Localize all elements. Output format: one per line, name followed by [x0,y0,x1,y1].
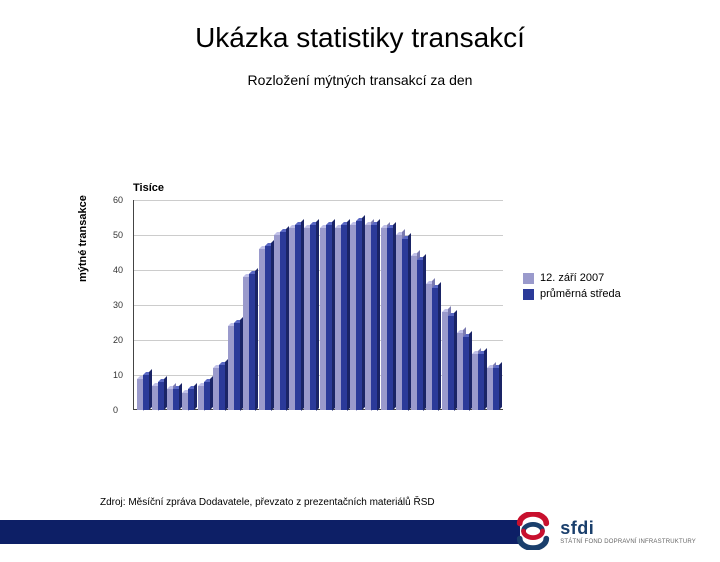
bar-pair [426,284,438,410]
legend-swatch-0 [523,273,534,284]
bar-pair [472,354,484,410]
bar-pair [274,232,286,411]
bar-pair [365,225,377,411]
bar-pair [289,225,301,411]
logo-sub: STÁTNÍ FOND DOPRAVNÍ INFRASTRUKTURY [560,539,696,545]
logo-mark-icon [514,512,552,550]
bar-pair [243,274,255,411]
bar-series-1 [310,225,316,411]
bar-series-1 [158,382,164,410]
legend-swatch-1 [523,289,534,300]
bar-pair [304,225,316,411]
bar-pair [228,323,240,411]
bar-pair [487,368,499,410]
bar-series-1 [143,375,149,410]
bar-series-1 [265,246,271,411]
bar-pair [411,256,423,410]
bar-pair [320,225,332,411]
bar-series-1 [173,389,179,410]
bar-series-1 [417,260,423,411]
slide-title: Ukázka statistiky transakcí [0,22,720,54]
y-tick-label: 0 [113,405,118,415]
bar-series-1 [234,323,240,411]
bar-pair [259,246,271,411]
bar-pair [198,382,210,410]
bar-series-1 [478,354,484,410]
bar-series-1 [204,382,210,410]
bar-series-1 [493,368,499,410]
chart-container: Tisíce mýtné transakce 0102030405060 12.… [85,182,645,452]
source-citation: Zdroj: Měsíční zpráva Dodavatele, převza… [100,497,435,508]
bar-series-1 [448,316,454,411]
bar-series-1 [341,225,347,411]
logo-text: sfdi STÁTNÍ FOND DOPRAVNÍ INFRASTRUKTURY [560,518,696,545]
bar-series-1 [280,232,286,411]
axis-title: Tisíce [133,182,164,194]
footer-bar [0,520,520,544]
logo: sfdi STÁTNÍ FOND DOPRAVNÍ INFRASTRUKTURY [514,512,696,550]
bar-series-1 [249,274,255,411]
bar-series-1 [371,225,377,411]
bar-pair [182,389,194,410]
legend-item-1: průměrná středa [523,288,621,300]
bar-pair [137,375,149,410]
y-tick-label: 60 [113,195,123,205]
bar-pair [152,382,164,410]
bar-pair [381,228,393,410]
legend-label-1: průměrná středa [540,288,621,300]
bar-pair [442,312,454,410]
bar-pair [396,235,408,410]
bar-series-1 [326,225,332,411]
y-tick-label: 30 [113,300,123,310]
bar-series-1 [295,225,301,411]
bar-pair [350,221,362,410]
bar-series-1 [463,337,469,411]
legend-label-0: 12. září 2007 [540,272,604,284]
y-tick-label: 20 [113,335,123,345]
bar-pair [167,389,179,410]
legend-item-0: 12. září 2007 [523,272,621,284]
y-tick-label: 50 [113,230,123,240]
y-tick-label: 40 [113,265,123,275]
bar-pair [457,333,469,410]
bar-pair [213,365,225,411]
bar-pair [335,225,347,411]
bar-series-1 [387,228,393,410]
legend: 12. září 2007 průměrná středa [523,272,621,304]
bar-series-1 [188,389,194,410]
y-axis-label: mýtné transakce [77,195,89,282]
slide-subtitle: Rozložení mýtných transakcí za den [0,72,720,88]
bar-series-1 [356,221,362,410]
bar-series-1 [402,239,408,411]
bar-series-1 [219,365,225,411]
y-tick-label: 10 [113,370,123,380]
bar-group [133,200,503,410]
logo-main: sfdi [560,518,696,539]
bar-series-1 [432,288,438,411]
